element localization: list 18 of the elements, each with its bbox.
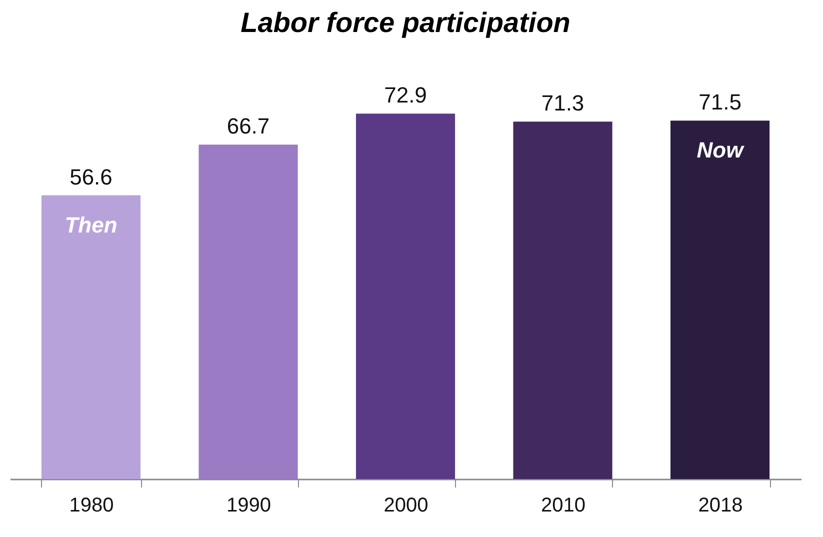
- x-tick-label: 2000: [384, 494, 428, 516]
- data-label: 66.7: [226, 114, 270, 139]
- bar: [513, 122, 612, 479]
- data-label: 71.5: [698, 90, 742, 115]
- x-tick-label: 2018: [698, 494, 743, 516]
- data-label: 71.3: [541, 90, 584, 116]
- data-label: 72.9: [384, 82, 427, 108]
- data-label: 56.6: [70, 164, 112, 190]
- x-tick-label: 2010: [541, 494, 586, 516]
- x-tick-label: 1990: [226, 494, 271, 516]
- bar: [356, 114, 456, 479]
- annotation: Now: [696, 138, 746, 163]
- x-tick-label: 1980: [69, 494, 114, 516]
- annotation: Then: [64, 212, 118, 238]
- bar: [670, 120, 770, 479]
- chart-title: Labor force participation: [240, 7, 570, 38]
- bar: [198, 144, 298, 479]
- bar: [41, 195, 141, 479]
